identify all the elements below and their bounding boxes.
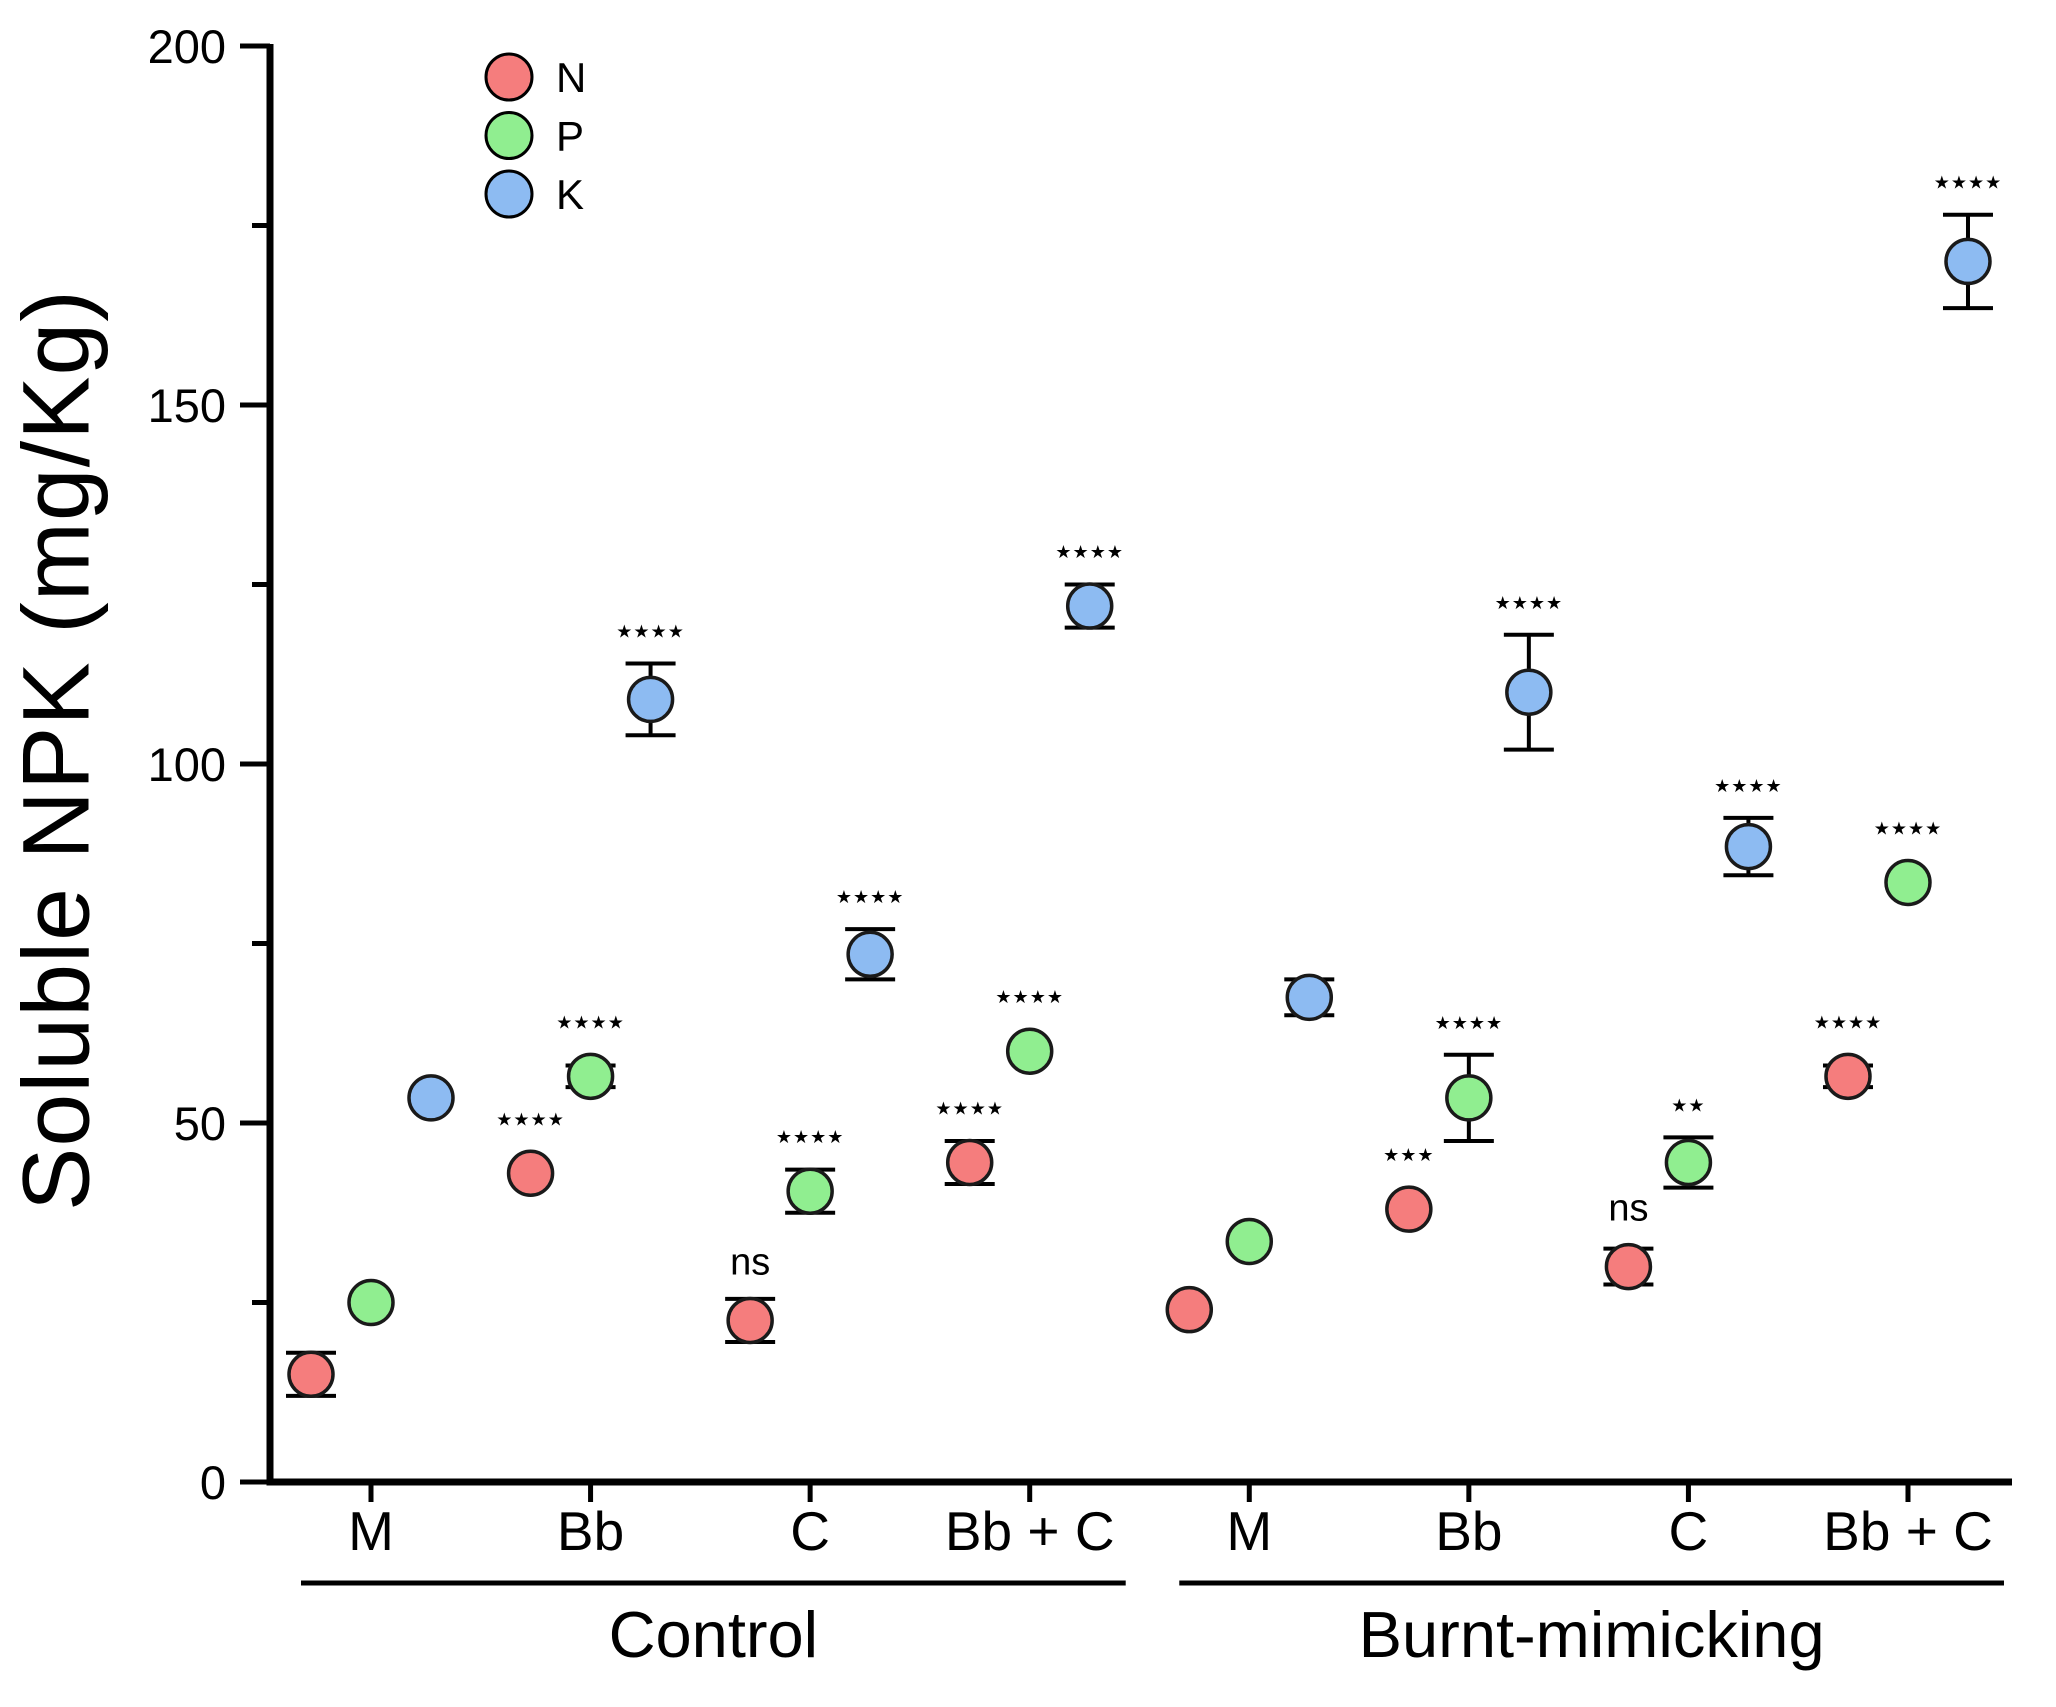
data-point-marker [1505, 668, 1553, 716]
data-point-marker [1165, 1285, 1214, 1334]
x-category-label: Bb [557, 1500, 624, 1562]
data-point-marker [1944, 237, 1992, 286]
x-category-label: Bb [1435, 1500, 1502, 1562]
data-point-marker [566, 1052, 615, 1101]
data-point-marker [1664, 1138, 1713, 1187]
sig-label: ns [730, 1241, 770, 1283]
sig-label: ★★★★ [1874, 818, 1943, 839]
data-point-marker [407, 1074, 455, 1122]
data-point-marker [347, 1278, 395, 1327]
y-tick-label: 50 [174, 1097, 226, 1150]
x-category-label: M [348, 1500, 394, 1562]
sig-label: ★★★★ [836, 887, 905, 908]
y-tick-label: 150 [148, 379, 226, 432]
sig-label: ★★★★ [556, 1012, 625, 1033]
y-tick-label: 200 [148, 20, 226, 73]
sig-label: ★★★★ [616, 621, 685, 642]
data-point-marker [1065, 582, 1114, 630]
data-point-marker [726, 1296, 774, 1345]
data-point-marker [1824, 1052, 1872, 1101]
data-point-marker [1225, 1217, 1274, 1266]
sig-label: ★★★★ [1714, 776, 1783, 797]
group-label: Burnt-mimicking [1359, 1598, 1825, 1671]
x-category-label: C [1669, 1500, 1709, 1562]
data-point-marker [1285, 973, 1334, 1022]
sig-label: ★★ [1671, 1095, 1705, 1116]
data-point-marker [786, 1167, 834, 1215]
x-category-label: Bb + C [945, 1500, 1115, 1562]
legend-swatch [484, 169, 534, 219]
legend-label: P [556, 113, 584, 160]
legend-label: N [556, 54, 586, 101]
data-point-marker [846, 930, 894, 979]
sig-label: ns [1608, 1188, 1648, 1230]
sig-label: ★★★★ [1814, 1012, 1883, 1033]
group-label: Control [609, 1598, 819, 1671]
data-point-marker [1445, 1074, 1493, 1122]
sig-label: ★★★ [1383, 1145, 1434, 1166]
sig-label: ★★★★ [1934, 173, 2003, 194]
x-category-label: M [1226, 1500, 1272, 1562]
legend-label: K [556, 171, 584, 218]
data-point-marker [1724, 822, 1773, 871]
sig-label: ★★★★ [1495, 593, 1564, 614]
data-point-marker [506, 1149, 555, 1198]
sig-label: ★★★★ [995, 987, 1064, 1008]
y-tick-label: 100 [148, 738, 226, 791]
sig-label: ★★★★ [776, 1127, 845, 1148]
data-point-marker [1884, 858, 1932, 907]
data-point-marker [1005, 1027, 1054, 1075]
data-point-marker [1604, 1242, 1653, 1291]
sig-label: ★★★★ [935, 1098, 1004, 1119]
x-category-label: C [790, 1500, 830, 1562]
data-point-marker [287, 1350, 335, 1399]
x-category-label: Bb + C [1823, 1500, 1993, 1562]
sig-label: ★★★★ [496, 1109, 565, 1130]
data-point-marker [1385, 1185, 1433, 1233]
legend-swatch [484, 111, 534, 160]
data-point-marker [945, 1138, 994, 1187]
sig-label: ★★★★ [1435, 1013, 1504, 1034]
sig-label: ★★★★ [1055, 542, 1124, 563]
legend-swatch [484, 52, 534, 102]
data-point-marker [626, 675, 675, 724]
y-tick-label: 0 [200, 1456, 226, 1509]
